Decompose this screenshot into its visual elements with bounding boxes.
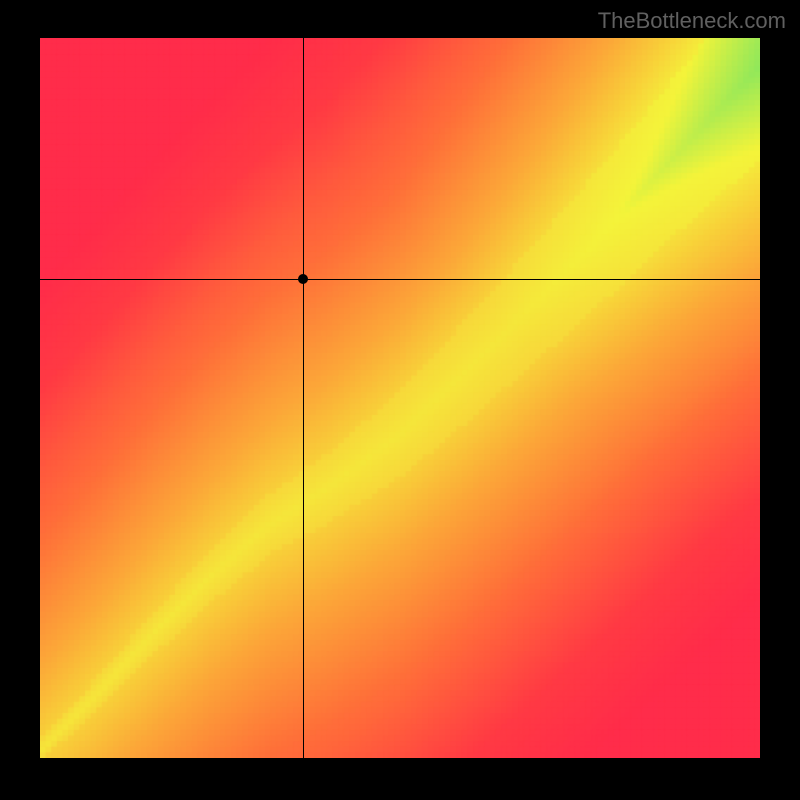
crosshair-point	[298, 274, 308, 284]
plot-area	[40, 38, 760, 758]
crosshair-vertical	[303, 38, 304, 758]
chart-container: TheBottleneck.com	[0, 0, 800, 800]
heatmap-canvas	[40, 38, 760, 758]
watermark-text: TheBottleneck.com	[598, 8, 786, 34]
crosshair-horizontal	[40, 279, 760, 280]
